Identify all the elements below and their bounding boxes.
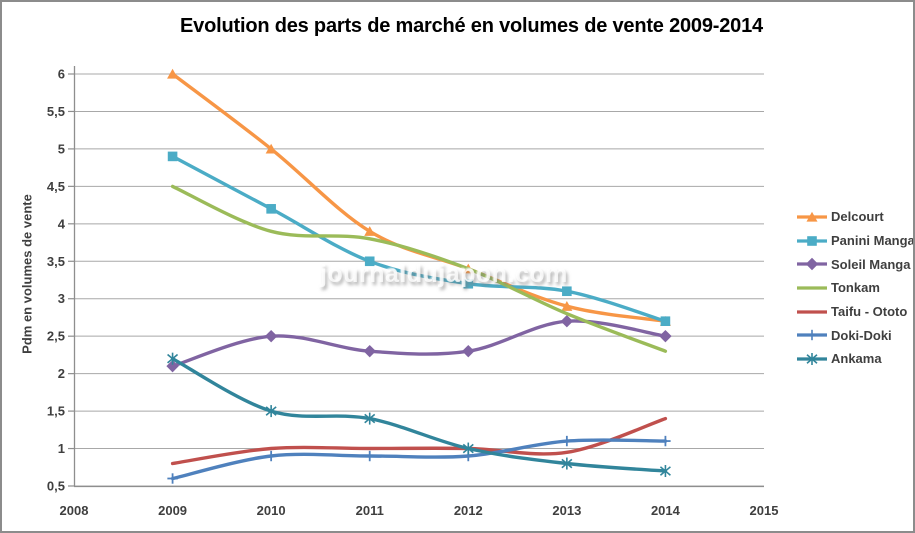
legend-swatch-line-icon xyxy=(797,309,827,314)
x-tick-label: 2010 xyxy=(257,503,286,518)
series-doki-doki xyxy=(167,435,671,484)
marker-square-icon xyxy=(364,256,375,267)
marker-triangle-icon xyxy=(364,226,376,236)
marker-triangle-icon xyxy=(806,211,818,222)
marker-asterisk-icon xyxy=(462,443,474,454)
marker-square-icon xyxy=(807,235,817,246)
series-soleil-manga xyxy=(166,315,672,373)
series-line-taifu-ototo xyxy=(170,416,668,466)
marker-square-icon xyxy=(266,204,276,214)
y-tick-label: 4,5 xyxy=(47,179,65,194)
marker-asterisk-icon xyxy=(265,406,277,416)
marker-square-icon xyxy=(167,151,178,162)
legend-label: Doki-Doki xyxy=(831,327,892,343)
y-tick-label: 5 xyxy=(58,141,65,156)
series-line-soleil-manga xyxy=(170,319,668,368)
chart-title: Evolution des parts de marché en volumes… xyxy=(180,15,763,37)
chart-legend: Delcourt Panini Manga Soleil Manga Tonkam Ta… xyxy=(796,205,915,371)
y-tick-label: 5,5 xyxy=(47,104,65,119)
marker-diamond-icon xyxy=(462,344,475,358)
y-tick-label: 3,5 xyxy=(47,254,65,269)
series-taifu-ototo xyxy=(170,416,668,466)
legend-item-doki-doki: Doki-Doki xyxy=(796,323,913,347)
marker-diamond-icon xyxy=(264,329,278,343)
legend-swatch-square-icon xyxy=(797,235,827,246)
marker-diamond-icon xyxy=(659,329,672,343)
series-panini-manga xyxy=(167,151,671,326)
y-tick-label: 4 xyxy=(58,216,66,231)
series-delcourt xyxy=(167,68,671,326)
y-tick-label: 1 xyxy=(58,441,65,456)
legend-swatch-triangle-icon xyxy=(797,211,827,222)
y-tick-label: 1,5 xyxy=(47,404,65,419)
x-tick-label: 2011 xyxy=(356,503,384,518)
marker-asterisk-icon xyxy=(561,458,573,469)
legend-label: Panini Manga xyxy=(831,233,915,249)
y-tick-label: 0,5 xyxy=(47,479,65,494)
legend-swatch-asterisk-icon xyxy=(797,352,827,365)
legend-swatch-line-icon xyxy=(797,286,827,290)
legend-item-taifu-ototo: Taifu - Ototo xyxy=(796,300,913,324)
legend-label: Taifu - Ototo xyxy=(831,304,908,320)
legend-label: Ankama xyxy=(831,351,882,367)
series-tonkam xyxy=(170,184,668,353)
legend-item-tonkam: Tonkam xyxy=(796,276,913,300)
marker-square-icon xyxy=(463,278,474,289)
y-tick-label: 2,5 xyxy=(47,329,65,344)
marker-diamond-icon xyxy=(560,315,574,328)
x-tick-label: 2012 xyxy=(454,503,483,518)
x-tick-label: 2015 xyxy=(750,503,779,518)
marker-asterisk-icon xyxy=(659,466,671,476)
marker-diamond-icon xyxy=(805,258,819,271)
legend-item-ankama: Ankama xyxy=(796,347,913,371)
marker-asterisk-icon xyxy=(167,353,179,364)
marker-triangle-icon xyxy=(167,68,179,79)
marker-asterisk-icon xyxy=(806,354,818,364)
legend-item-panini-manga: Panini Manga xyxy=(796,229,915,253)
legend-item-soleil-manga: Soleil Manga xyxy=(796,252,913,276)
legend-label: Tonkam xyxy=(831,280,880,296)
legend-label: Soleil Manga xyxy=(831,256,911,272)
y-tick-label: 2 xyxy=(58,366,65,381)
y-tick-label: 6 xyxy=(58,67,65,82)
marker-triangle-icon xyxy=(265,143,277,154)
legend-swatch-diamond-icon xyxy=(797,258,827,271)
x-tick-label: 2013 xyxy=(552,503,581,518)
marker-asterisk-icon xyxy=(364,413,376,424)
legend-label: Delcourt xyxy=(831,209,884,225)
series-line-doki-doki xyxy=(170,438,668,481)
legend-item-delcourt: Delcourt xyxy=(796,205,913,229)
x-tick-label: 2008 xyxy=(60,503,89,518)
marker-diamond-icon xyxy=(363,344,376,358)
series-line-ankama xyxy=(170,357,668,473)
x-tick-label: 2009 xyxy=(158,503,187,518)
series-line-tonkam xyxy=(170,184,668,353)
marker-square-icon xyxy=(660,316,671,326)
series-ankama xyxy=(167,352,671,478)
y-tick-label: 3 xyxy=(58,291,65,306)
marker-square-icon xyxy=(562,286,572,297)
legend-swatch-plus-icon xyxy=(797,330,827,341)
marker-diamond-icon xyxy=(166,359,179,373)
marker-triangle-icon xyxy=(561,301,573,311)
x-tick-label: 2014 xyxy=(651,503,681,518)
series-line-panini-manga xyxy=(170,154,668,323)
